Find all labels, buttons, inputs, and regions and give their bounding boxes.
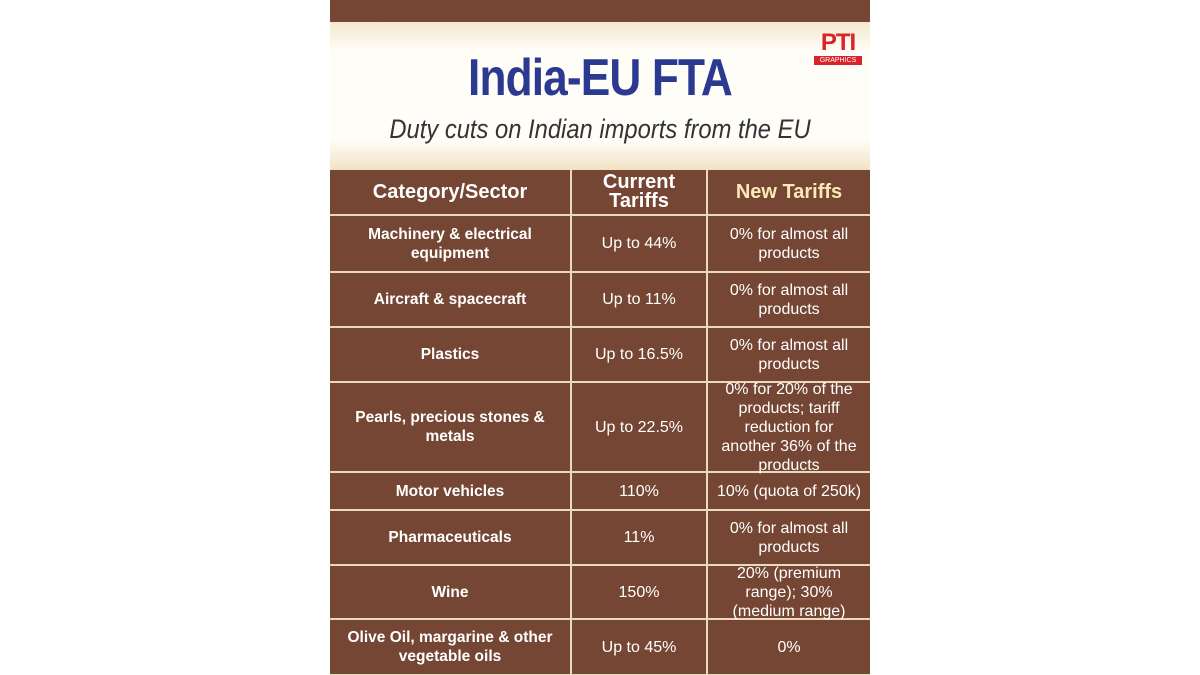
table-cell: 150% bbox=[572, 566, 708, 620]
logo: PTI GRAPHICS bbox=[814, 30, 862, 65]
infographic: India-EU FTA Duty cuts on Indian imports… bbox=[330, 0, 870, 675]
table-cell: Motor vehicles bbox=[330, 473, 572, 511]
table-cell: Up to 16.5% bbox=[572, 328, 708, 383]
table-cell: 0% for almost all products bbox=[708, 216, 870, 273]
logo-text: PTI bbox=[820, 29, 856, 56]
table-cell: 0% for almost all products bbox=[708, 273, 870, 328]
table-cell: Up to 22.5% bbox=[572, 383, 708, 473]
table-cell: Pearls, precious stones & metals bbox=[330, 383, 572, 473]
table-cell: 0% for almost all products bbox=[708, 511, 870, 566]
subtitle: Duty cuts on Indian imports from the EU bbox=[389, 114, 811, 144]
column-header: Category/Sector bbox=[330, 170, 572, 216]
table-cell: 10% (quota of 250k) bbox=[708, 473, 870, 511]
header: India-EU FTA Duty cuts on Indian imports… bbox=[330, 22, 870, 170]
table-cell: 110% bbox=[572, 473, 708, 511]
table-cell: Machinery & electrical equipment bbox=[330, 216, 572, 273]
column-header: Current Tariffs bbox=[572, 170, 708, 216]
table-cell: 0% bbox=[708, 620, 870, 675]
table-cell: Aircraft & spacecraft bbox=[330, 273, 572, 328]
table-cell: 0% for almost all products bbox=[708, 328, 870, 383]
table-cell: Wine bbox=[330, 566, 572, 620]
table-cell: Up to 45% bbox=[572, 620, 708, 675]
table-cell: Pharmaceuticals bbox=[330, 511, 572, 566]
table-cell: Up to 44% bbox=[572, 216, 708, 273]
table-cell: 20% (premium range); 30% (medium range) bbox=[708, 565, 870, 620]
title: India-EU FTA bbox=[468, 49, 733, 107]
table-cell: Plastics bbox=[330, 328, 572, 383]
column-header: New Tariffs bbox=[708, 170, 870, 216]
table-cell: Up to 11% bbox=[572, 273, 708, 328]
table-cell: 0% for 20% of the products; tariff reduc… bbox=[708, 381, 870, 474]
table-cell: Olive Oil, margarine & other vegetable o… bbox=[330, 620, 572, 675]
logo-subtext: GRAPHICS bbox=[814, 56, 862, 65]
table-cell: 11% bbox=[572, 511, 708, 566]
